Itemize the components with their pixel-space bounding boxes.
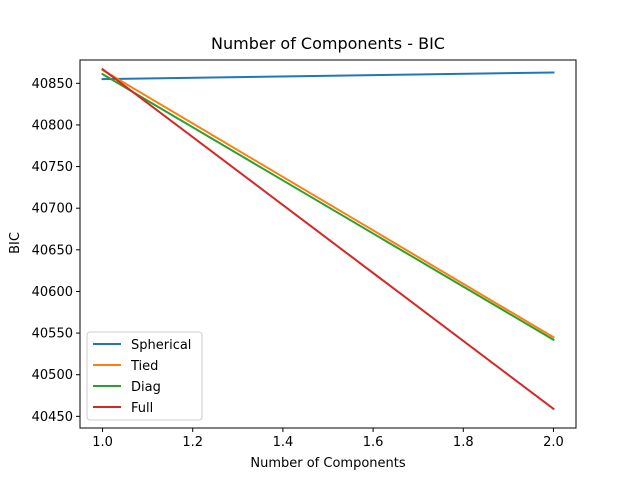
chart-title: Number of Components - BIC (211, 34, 445, 53)
legend-label-spherical: Spherical (131, 338, 191, 353)
y-tick-label: 40700 (32, 202, 73, 217)
x-tick-label: 1.4 (273, 435, 294, 450)
axes-layer: 1.0 1.2 1.4 1.6 1.8 2.0 40450 40500 40550 40600 40… (32, 59, 577, 450)
y-tick-label: 40500 (32, 368, 73, 383)
x-tick-label: 1.2 (182, 435, 203, 450)
legend-label-diag: Diag (131, 380, 161, 395)
x-tick-label: 2.0 (543, 435, 564, 450)
x-tick-label: 1.8 (453, 435, 474, 450)
series-line-spherical (101, 71, 555, 81)
axes-frame (79, 59, 577, 429)
y-tick-label: 40800 (32, 118, 73, 133)
x-tick-label: 1.6 (363, 435, 384, 450)
series-line-diag (101, 72, 555, 342)
x-axis-label: Number of Components (250, 456, 405, 471)
y-tick-label: 40450 (32, 410, 73, 425)
legend-box (86, 331, 203, 421)
legend-label-tied: Tied (130, 359, 158, 374)
series-line-tied (101, 68, 555, 339)
y-tick-label: 40550 (32, 327, 73, 342)
series-line-full (101, 67, 555, 411)
legend: Spherical Tied Diag Full (86, 331, 203, 421)
series-layer (101, 67, 555, 411)
y-tick-label: 40850 (32, 77, 73, 92)
x-tick-label: 1.0 (92, 435, 113, 450)
y-tick-label: 40600 (32, 285, 73, 300)
y-tick-label: 40650 (32, 243, 73, 258)
y-tick-label: 40750 (32, 160, 73, 175)
y-axis-label: BIC (8, 232, 23, 254)
legend-label-full: Full (131, 401, 153, 416)
